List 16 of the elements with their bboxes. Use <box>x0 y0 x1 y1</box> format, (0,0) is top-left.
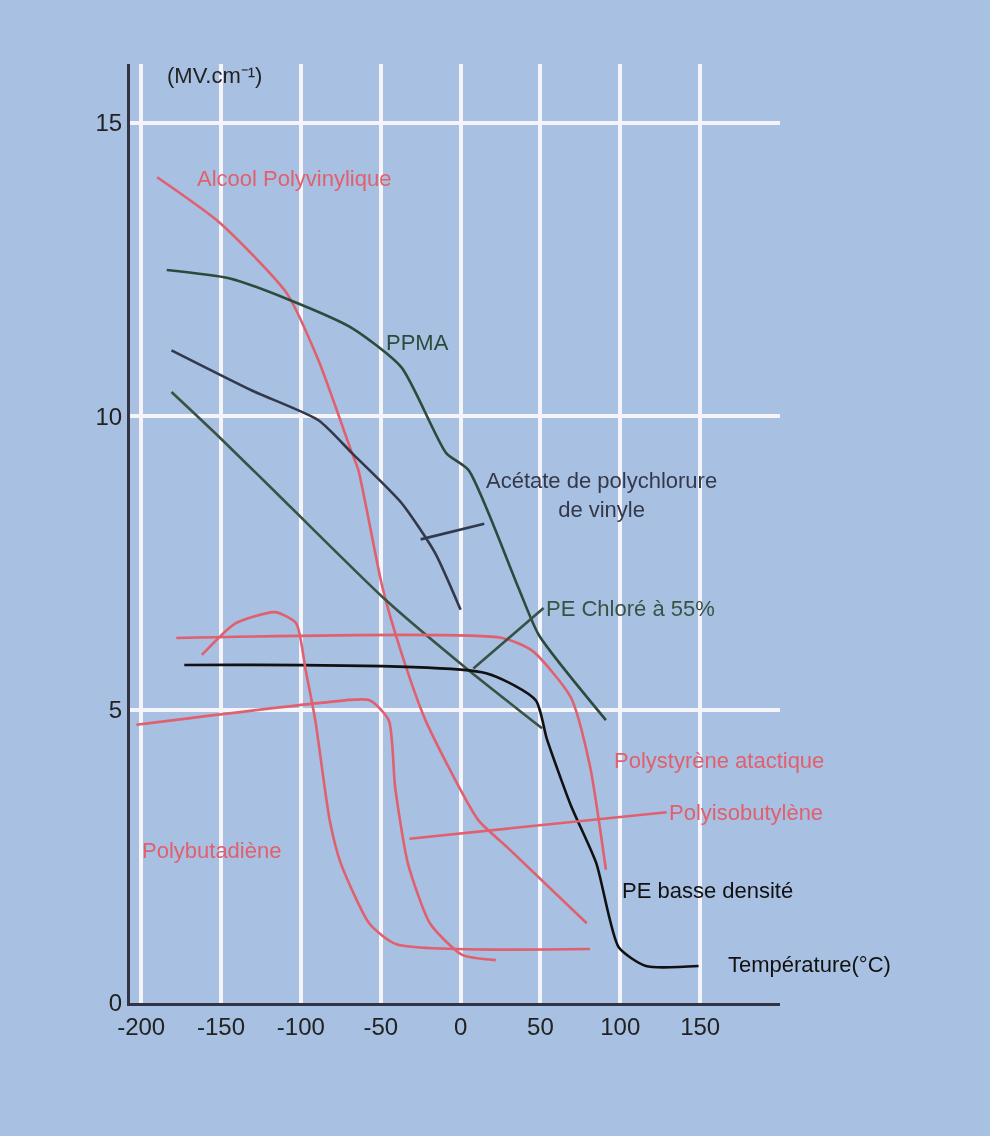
x-tick-label: -50 <box>363 1012 399 1040</box>
x-tick-label: -150 <box>197 1012 246 1040</box>
x-tick-label: -100 <box>276 1012 325 1040</box>
y-tick-label: 15 <box>95 109 123 137</box>
x-tick-label: 150 <box>680 1012 721 1040</box>
text: PE Chloré à 55% <box>546 596 715 621</box>
y-axis-title: (MV.cm⁻¹) <box>167 63 263 88</box>
y-tick-label: 10 <box>95 402 123 430</box>
text: Acétate de polychlorure de vinyle <box>486 468 718 522</box>
series-label: PPMA <box>386 330 449 355</box>
series-label: PE basse densité <box>622 878 794 903</box>
x-tick-label: 100 <box>600 1012 641 1040</box>
x-tick-label: 50 <box>527 1012 554 1040</box>
x-tick-label: 0 <box>453 1012 468 1040</box>
x-axis-title: Température(°C) <box>728 952 891 977</box>
y-tick-label: 5 <box>108 695 123 723</box>
